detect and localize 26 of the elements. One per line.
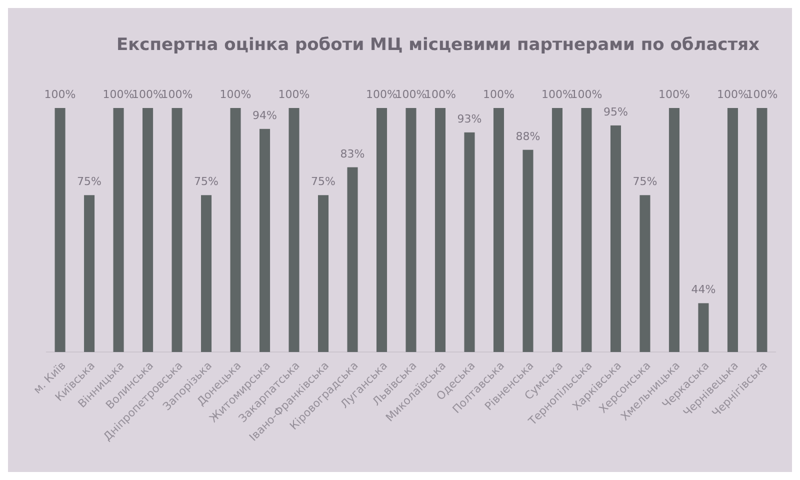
data-label: 44% <box>691 283 716 296</box>
data-label: 75% <box>194 175 218 188</box>
data-label: 75% <box>311 175 336 188</box>
data-label: 100% <box>366 88 398 101</box>
data-label: 95% <box>604 105 628 118</box>
data-label: 88% <box>516 130 540 143</box>
data-label: 100% <box>220 88 252 101</box>
data-label: 94% <box>252 108 277 122</box>
data-label: 100% <box>570 88 602 101</box>
data-label: 100% <box>716 88 748 101</box>
data-label: 75% <box>632 175 658 188</box>
data-label: 100% <box>132 88 164 101</box>
data-label: 100% <box>542 88 573 101</box>
data-label: 100% <box>102 88 134 101</box>
data-label: 100% <box>278 88 310 101</box>
chart-title: Експертна оцінка роботи МЦ місцевими партнерами по областях <box>116 35 760 55</box>
data-label: 100% <box>424 88 456 101</box>
data-label: 100% <box>161 88 193 101</box>
data-label: 75% <box>77 175 102 188</box>
data-label: 83% <box>340 147 365 160</box>
data-label: 93% <box>457 112 482 126</box>
data-label: 100% <box>483 88 514 101</box>
data-label: 100% <box>746 88 778 101</box>
data-label: 100% <box>44 88 76 101</box>
data-label: 100% <box>395 88 427 101</box>
data-label: 100% <box>658 88 690 101</box>
